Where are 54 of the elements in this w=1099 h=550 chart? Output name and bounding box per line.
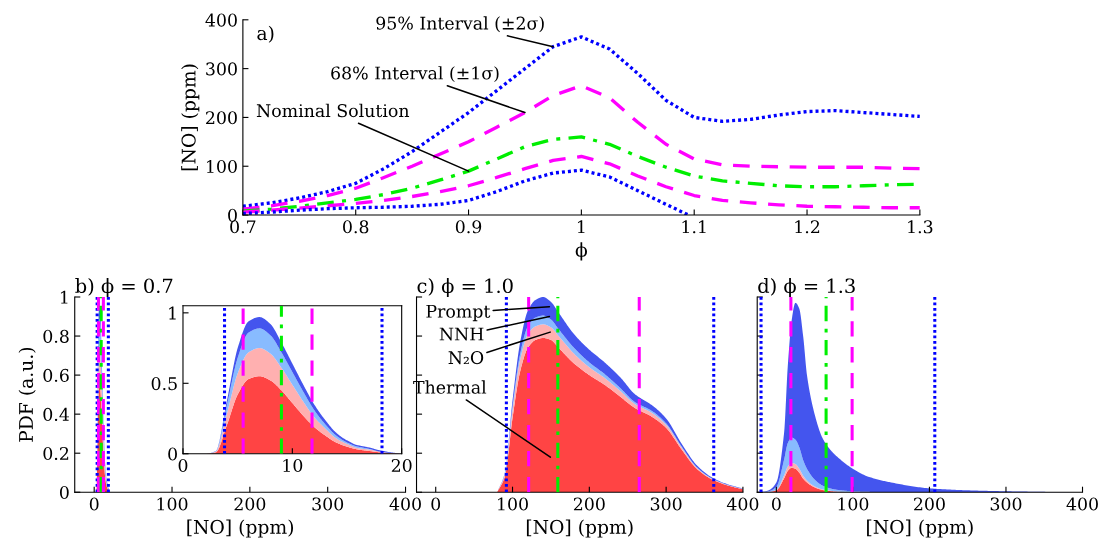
y-tick-label: 400 [205,13,237,27]
y-tick-label: 0 [59,485,69,500]
y-tick-label: 100 [207,159,237,174]
y-tick-label: 0.8 [43,329,69,343]
annotation: 68% Interval (±1σ) [331,66,499,83]
y-tick-label: 0.5 [151,377,177,391]
y-tick-label: 0 [168,447,177,461]
x-tick-label: 10 [283,458,303,473]
x-tick-label: 1 [577,220,585,234]
x-tick-label: 0 [89,497,99,511]
y-tick-label: 1 [60,290,68,304]
y-tick-label: 200 [206,111,237,125]
x-axis-title: [NO] (ppm) [867,519,973,538]
x-tick-label: 0 [771,497,781,511]
x-tick-label: 300 [990,497,1022,511]
x-tick-label: 200 [573,497,605,511]
chart-title: a) [257,25,274,43]
annotation: NNH [439,327,484,341]
x-tick-label: 100 [498,497,528,511]
y-tick-label: 0 [228,208,237,222]
x-tick-label: 1.3 [908,220,933,234]
y-tick-label: 0.2 [43,446,69,461]
x-tick-label: 20 [391,458,412,473]
chart-title: d) ϕ = 1.3 [758,278,855,297]
x-axis-title: [NO] (ppm) [187,519,294,538]
annotation: Prompt [426,304,491,322]
x-tick-label: 400 [389,497,421,511]
x-tick-label: 400 [1066,497,1098,511]
y-axis-title: PDF (a.u.) [18,347,36,442]
y-tick-label: 1 [169,306,176,320]
annotation: Nominal Solution [256,103,410,118]
annotation: N₂O [448,351,484,365]
x-axis-title: ϕ [575,242,588,261]
x-tick-label: 0.9 [455,220,482,234]
y-tick-label: 300 [206,62,237,76]
y-axis-title: [NO] (ppm) [181,64,200,171]
x-tick-label: 300 [312,497,344,511]
y-tick-label: 0.4 [43,407,69,421]
x-tick-label: 1.2 [795,220,820,234]
chart-title: b) ϕ = 0.7 [75,278,173,297]
x-axis-title: [NO] (ppm) [526,519,633,538]
x-tick-label: 0 [178,458,188,473]
chart-title: c) ϕ = 1.0 [417,278,513,297]
y-tick-label: 0.6 [43,368,69,382]
x-tick-label: 100 [838,497,869,511]
x-tick-label: 300 [650,497,682,511]
x-tick-label: 400 [726,497,759,511]
x-tick-label: 0 [431,497,441,511]
x-tick-label: 200 [234,497,266,511]
x-tick-label: 0.7 [230,220,256,234]
x-tick-label: 1.1 [682,220,706,234]
annotation: 95% Interval (±2σ) [376,16,544,33]
x-tick-label: 200 [914,497,945,511]
x-tick-label: 0.8 [343,220,369,234]
